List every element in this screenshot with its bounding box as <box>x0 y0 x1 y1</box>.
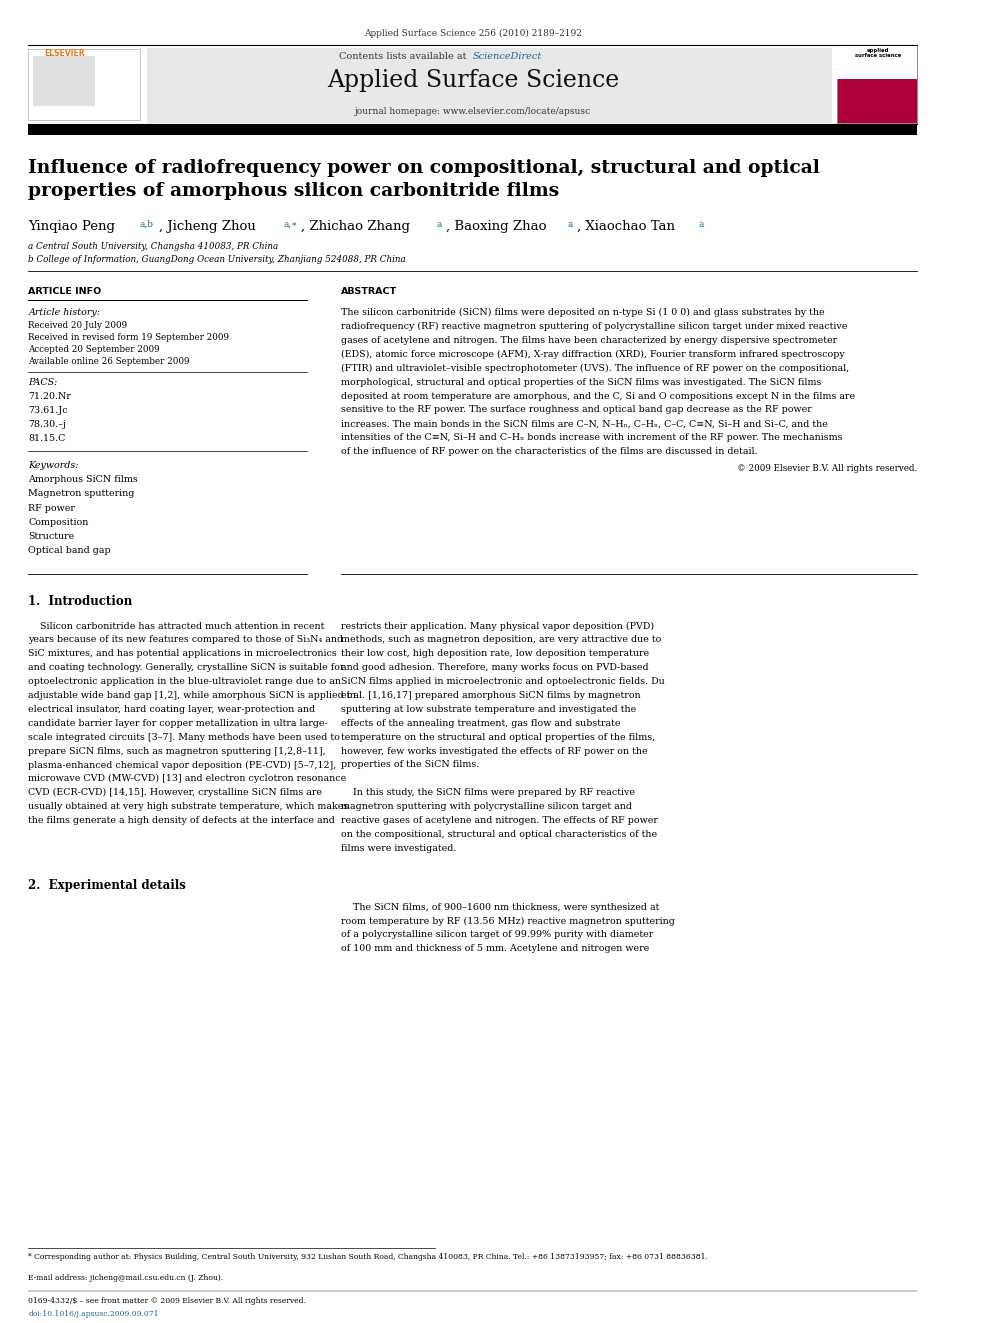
Text: , Zhichao Zhang: , Zhichao Zhang <box>301 220 410 233</box>
Text: films were investigated.: films were investigated. <box>340 844 456 853</box>
Text: 73.61.Jc: 73.61.Jc <box>29 406 68 415</box>
Text: their low cost, high deposition rate, low deposition temperature: their low cost, high deposition rate, lo… <box>340 650 649 659</box>
Text: Available online 26 September 2009: Available online 26 September 2009 <box>29 357 189 366</box>
Text: Composition: Composition <box>29 517 88 527</box>
Text: b College of Information, GuangDong Ocean University, Zhanjiang 524088, PR China: b College of Information, GuangDong Ocea… <box>29 255 406 265</box>
Text: ARTICLE INFO: ARTICLE INFO <box>29 287 101 296</box>
Text: et al. [1,16,17] prepared amorphous SiCN films by magnetron: et al. [1,16,17] prepared amorphous SiCN… <box>340 691 640 700</box>
Text: ScienceDirect: ScienceDirect <box>473 52 543 61</box>
Text: , Baoxing Zhao: , Baoxing Zhao <box>446 220 547 233</box>
Text: RF power: RF power <box>29 504 75 512</box>
Text: , Xiaochao Tan: , Xiaochao Tan <box>577 220 675 233</box>
Text: Keywords:: Keywords: <box>29 460 79 470</box>
Text: 1.  Introduction: 1. Introduction <box>29 595 133 609</box>
Text: (FTIR) and ultraviolet–visible spectrophotometer (UVS). The influence of RF powe: (FTIR) and ultraviolet–visible spectroph… <box>340 364 849 373</box>
Text: reactive gases of acetylene and nitrogen. The effects of RF power: reactive gases of acetylene and nitrogen… <box>340 816 658 826</box>
Text: methods, such as magnetron deposition, are very attractive due to: methods, such as magnetron deposition, a… <box>340 635 661 644</box>
Text: magnetron sputtering with polycrystalline silicon target and: magnetron sputtering with polycrystallin… <box>340 802 632 811</box>
Text: a: a <box>698 220 703 229</box>
Text: of the influence of RF power on the characteristics of the films are discussed i: of the influence of RF power on the char… <box>340 447 757 456</box>
Text: Amorphous SiCN films: Amorphous SiCN films <box>29 475 138 484</box>
FancyBboxPatch shape <box>837 46 918 123</box>
Text: microwave CVD (MW-CVD) [13] and electron cyclotron resonance: microwave CVD (MW-CVD) [13] and electron… <box>29 774 346 783</box>
Text: adjustable wide band gap [1,2], while amorphous SiCN is applied in: adjustable wide band gap [1,2], while am… <box>29 691 356 700</box>
FancyBboxPatch shape <box>837 46 918 79</box>
Text: usually obtained at very high substrate temperature, which makes: usually obtained at very high substrate … <box>29 802 348 811</box>
FancyBboxPatch shape <box>147 48 832 123</box>
Text: Received 20 July 2009: Received 20 July 2009 <box>29 321 128 331</box>
Text: a,∗: a,∗ <box>284 220 299 229</box>
Text: © 2009 Elsevier B.V. All rights reserved.: © 2009 Elsevier B.V. All rights reserved… <box>737 463 918 472</box>
Text: applied
surface science: applied surface science <box>855 48 901 58</box>
Text: radiofrequency (RF) reactive magnetron sputtering of polycrystalline silicon tar: radiofrequency (RF) reactive magnetron s… <box>340 321 847 331</box>
Text: Influence of radiofrequency power on compositional, structural and optical
prope: Influence of radiofrequency power on com… <box>29 159 820 200</box>
Text: years because of its new features compared to those of Si₃N₄ and: years because of its new features compar… <box>29 635 343 644</box>
Text: sensitive to the RF power. The surface roughness and optical band gap decrease a: sensitive to the RF power. The surface r… <box>340 405 811 414</box>
Text: Yinqiao Peng: Yinqiao Peng <box>29 220 115 233</box>
Text: 2.  Experimental details: 2. Experimental details <box>29 878 186 892</box>
Text: increases. The main bonds in the SiCN films are C–N, N–Hₙ, C–Hₙ, C–C, C≡N, Si–H : increases. The main bonds in the SiCN fi… <box>340 419 827 429</box>
Text: ELSEVIER: ELSEVIER <box>44 49 84 58</box>
Text: temperature on the structural and optical properties of the films,: temperature on the structural and optica… <box>340 733 655 742</box>
Text: Contents lists available at: Contents lists available at <box>339 52 470 61</box>
Text: restricts their application. Many physical vapor deposition (PVD): restricts their application. Many physic… <box>340 622 654 631</box>
Text: plasma-enhanced chemical vapor deposition (PE-CVD) [5–7,12],: plasma-enhanced chemical vapor depositio… <box>29 761 336 770</box>
FancyBboxPatch shape <box>29 49 140 120</box>
Text: Applied Surface Science: Applied Surface Science <box>326 69 619 91</box>
Text: a,b: a,b <box>140 220 154 229</box>
Text: morphological, structural and optical properties of the SiCN films was investiga: morphological, structural and optical pr… <box>340 377 821 386</box>
Text: SiC mixtures, and has potential applications in microelectronics: SiC mixtures, and has potential applicat… <box>29 650 337 659</box>
Text: gases of acetylene and nitrogen. The films have been characterized by energy dis: gases of acetylene and nitrogen. The fil… <box>340 336 836 345</box>
Text: The silicon carbonitride (SiCN) films were deposited on n-type Si (1 0 0) and gl: The silicon carbonitride (SiCN) films we… <box>340 308 824 318</box>
Text: E-mail address: jicheng@mail.csu.edu.cn (J. Zhou).: E-mail address: jicheng@mail.csu.edu.cn … <box>29 1274 223 1282</box>
Text: and good adhesion. Therefore, many works focus on PVD-based: and good adhesion. Therefore, many works… <box>340 663 648 672</box>
Text: , Jicheng Zhou: , Jicheng Zhou <box>159 220 256 233</box>
Text: Silicon carbonitride has attracted much attention in recent: Silicon carbonitride has attracted much … <box>29 622 324 631</box>
Text: CVD (ECR-CVD) [14,15]. However, crystalline SiCN films are: CVD (ECR-CVD) [14,15]. However, crystall… <box>29 789 322 798</box>
Text: sputtering at low substrate temperature and investigated the: sputtering at low substrate temperature … <box>340 705 636 714</box>
Text: In this study, the SiCN films were prepared by RF reactive: In this study, the SiCN films were prepa… <box>340 789 635 798</box>
Text: optoelectronic application in the blue-ultraviolet range due to an: optoelectronic application in the blue-u… <box>29 677 341 687</box>
Text: doi:10.1016/j.apsusc.2009.09.071: doi:10.1016/j.apsusc.2009.09.071 <box>29 1310 159 1318</box>
Text: SiCN films applied in microelectronic and optoelectronic fields. Du: SiCN films applied in microelectronic an… <box>340 677 665 687</box>
Text: 78.30.–j: 78.30.–j <box>29 421 66 429</box>
Text: Optical band gap: Optical band gap <box>29 546 111 556</box>
Text: intensities of the C≡N, Si–H and C–Hₙ bonds increase with increment of the RF po: intensities of the C≡N, Si–H and C–Hₙ bo… <box>340 433 842 442</box>
Text: scale integrated circuits [3–7]. Many methods have been used to: scale integrated circuits [3–7]. Many me… <box>29 733 340 742</box>
Text: The SiCN films, of 900–1600 nm thickness, were synthesized at: The SiCN films, of 900–1600 nm thickness… <box>340 902 659 912</box>
Text: Received in revised form 19 September 2009: Received in revised form 19 September 20… <box>29 333 229 343</box>
Text: (EDS), atomic force microscope (AFM), X-ray diffraction (XRD), Fourier transform: (EDS), atomic force microscope (AFM), X-… <box>340 349 844 359</box>
Text: electrical insulator, hard coating layer, wear-protection and: electrical insulator, hard coating layer… <box>29 705 315 714</box>
Text: however, few works investigated the effects of RF power on the: however, few works investigated the effe… <box>340 746 647 755</box>
Text: Article history:: Article history: <box>29 308 100 318</box>
Text: deposited at room temperature are amorphous, and the C, Si and O compositions ex: deposited at room temperature are amorph… <box>340 392 855 401</box>
Text: and coating technology. Generally, crystalline SiCN is suitable for: and coating technology. Generally, cryst… <box>29 663 345 672</box>
Text: ABSTRACT: ABSTRACT <box>340 287 397 296</box>
Text: of a polycrystalline silicon target of 99.99% purity with diameter: of a polycrystalline silicon target of 9… <box>340 930 653 939</box>
Text: 0169-4332/$ – see front matter © 2009 Elsevier B.V. All rights reserved.: 0169-4332/$ – see front matter © 2009 El… <box>29 1297 307 1304</box>
FancyBboxPatch shape <box>33 56 94 106</box>
Text: the films generate a high density of defects at the interface and: the films generate a high density of def… <box>29 816 335 826</box>
Text: Accepted 20 September 2009: Accepted 20 September 2009 <box>29 345 160 355</box>
Text: PACS:: PACS: <box>29 378 58 388</box>
Text: Applied Surface Science 256 (2010) 2189–2192: Applied Surface Science 256 (2010) 2189–… <box>364 29 582 38</box>
Text: effects of the annealing treatment, gas flow and substrate: effects of the annealing treatment, gas … <box>340 718 620 728</box>
Text: a: a <box>437 220 442 229</box>
Text: 81.15.C: 81.15.C <box>29 434 65 443</box>
Text: prepare SiCN films, such as magnetron sputtering [1,2,8–11],: prepare SiCN films, such as magnetron sp… <box>29 746 326 755</box>
FancyBboxPatch shape <box>29 124 918 135</box>
Text: Magnetron sputtering: Magnetron sputtering <box>29 490 135 499</box>
Text: a: a <box>567 220 573 229</box>
Text: candidate barrier layer for copper metallization in ultra large-: candidate barrier layer for copper metal… <box>29 718 328 728</box>
Text: room temperature by RF (13.56 MHz) reactive magnetron sputtering: room temperature by RF (13.56 MHz) react… <box>340 917 675 926</box>
Text: a Central South University, Changsha 410083, PR China: a Central South University, Changsha 410… <box>29 242 279 251</box>
Text: on the compositional, structural and optical characteristics of the: on the compositional, structural and opt… <box>340 830 657 839</box>
Text: properties of the SiCN films.: properties of the SiCN films. <box>340 761 479 770</box>
Text: of 100 mm and thickness of 5 mm. Acetylene and nitrogen were: of 100 mm and thickness of 5 mm. Acetyle… <box>340 945 649 954</box>
Text: Structure: Structure <box>29 532 74 541</box>
Text: journal homepage: www.elsevier.com/locate/apsusc: journal homepage: www.elsevier.com/locat… <box>355 107 591 116</box>
Text: * Corresponding author at: Physics Building, Central South University, 932 Lusha: * Corresponding author at: Physics Build… <box>29 1253 708 1261</box>
Text: 71.20.Nr: 71.20.Nr <box>29 392 71 401</box>
